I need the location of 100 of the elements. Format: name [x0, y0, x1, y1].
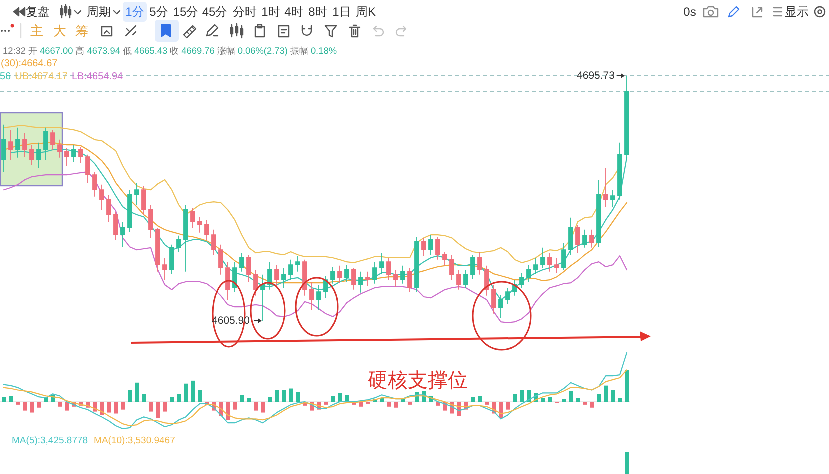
candlestick: [64, 148, 70, 167]
bar: [240, 395, 244, 402]
bar: [513, 394, 517, 402]
bar: [30, 402, 34, 413]
candlestick: [156, 228, 160, 272]
bar: [324, 402, 328, 405]
text: (30):4664.67: [1, 58, 58, 70]
candlestick: [456, 270, 462, 290]
bar: [233, 402, 237, 410]
candlestick: [554, 258, 560, 274]
candlestick: [106, 194, 112, 222]
candlestick: [296, 256, 300, 272]
candlestick: [100, 184, 104, 210]
candlestick: [576, 224, 580, 254]
candlestick: [520, 272, 524, 288]
candlestick: [92, 172, 98, 198]
candlestick: [464, 270, 468, 288]
candlestick: [548, 252, 552, 272]
candlestick: [316, 284, 322, 311]
bar: [184, 384, 188, 402]
candlestick: [414, 236, 420, 293]
candlestick: [226, 262, 230, 300]
bar: [163, 402, 167, 412]
text: 涨幅: [217, 46, 236, 56]
candlestick: [190, 208, 196, 228]
series-label: MA(10):3,530.9467: [94, 436, 176, 446]
candlestick: [400, 265, 406, 284]
bar: [268, 397, 272, 402]
bar: [576, 398, 580, 402]
bar: [289, 388, 293, 402]
text: 0s: [684, 5, 696, 19]
candlestick: [352, 268, 356, 290]
text: 56: [0, 72, 12, 82]
bar: [604, 386, 608, 402]
candlestick: [302, 259, 308, 296]
candlestick: [58, 139, 62, 158]
text: UB:4674.17: [15, 72, 68, 82]
candlestick: [246, 254, 252, 282]
candlestick: [134, 182, 140, 206]
candlestick: [204, 220, 210, 240]
candlestick: [218, 244, 224, 276]
candlestick: [582, 229, 588, 248]
text: LB:4654.94: [72, 72, 124, 82]
candlestick: [450, 254, 454, 281]
bar: [275, 390, 279, 402]
text: 收: [170, 46, 180, 56]
candlestick: [408, 268, 412, 293]
candlestick: [470, 254, 476, 280]
text: 低: [122, 46, 132, 56]
bar: [128, 390, 132, 402]
bar: [156, 402, 160, 418]
bar: [9, 396, 13, 402]
bar: [520, 390, 524, 402]
candlestick: [86, 154, 90, 184]
candlestick: [128, 190, 132, 233]
candlestick: [170, 244, 174, 275]
bar: [590, 402, 594, 408]
bar: [58, 402, 62, 407]
candlestick: [506, 288, 510, 305]
candlestick: [394, 270, 398, 288]
candlestick: [526, 264, 532, 282]
text: 4669.76: [182, 46, 215, 56]
candlestick: [596, 180, 602, 248]
bar: [597, 394, 601, 402]
bar: [261, 402, 265, 413]
candlestick: [254, 270, 258, 296]
bar: [247, 398, 251, 402]
candlestick: [8, 130, 14, 161]
text: 15分: [173, 5, 199, 19]
text: 分时: [233, 5, 257, 19]
bar: [611, 390, 615, 402]
candlestick: [120, 222, 126, 248]
text: 开: [28, 46, 38, 56]
candlestick: [534, 258, 538, 275]
text: 12:32: [3, 46, 26, 56]
candlestick: [358, 271, 364, 294]
candlestick: [498, 294, 504, 318]
candlestick: [274, 264, 280, 287]
text: 4667.00: [40, 46, 74, 56]
bar: [170, 397, 174, 402]
text: 0.06%(2.73): [238, 46, 288, 56]
text: 8时: [308, 5, 328, 19]
bar: [226, 402, 230, 420]
candlestick: [232, 262, 238, 293]
candlestick: [114, 211, 118, 240]
candlestick: [478, 252, 482, 276]
text: 周K: [356, 5, 376, 19]
bar: [37, 402, 41, 408]
bar: [527, 390, 531, 402]
text: 1时: [262, 5, 280, 19]
bar: [387, 402, 391, 407]
text: 5分: [150, 5, 168, 19]
bar: [282, 390, 286, 402]
candlestick: [604, 168, 608, 208]
text: 4665.43: [134, 46, 168, 56]
bar: [506, 402, 510, 410]
bar: [408, 402, 412, 405]
candlestick: [436, 236, 440, 260]
candlestick: [422, 238, 426, 257]
candlestick: [372, 262, 378, 284]
